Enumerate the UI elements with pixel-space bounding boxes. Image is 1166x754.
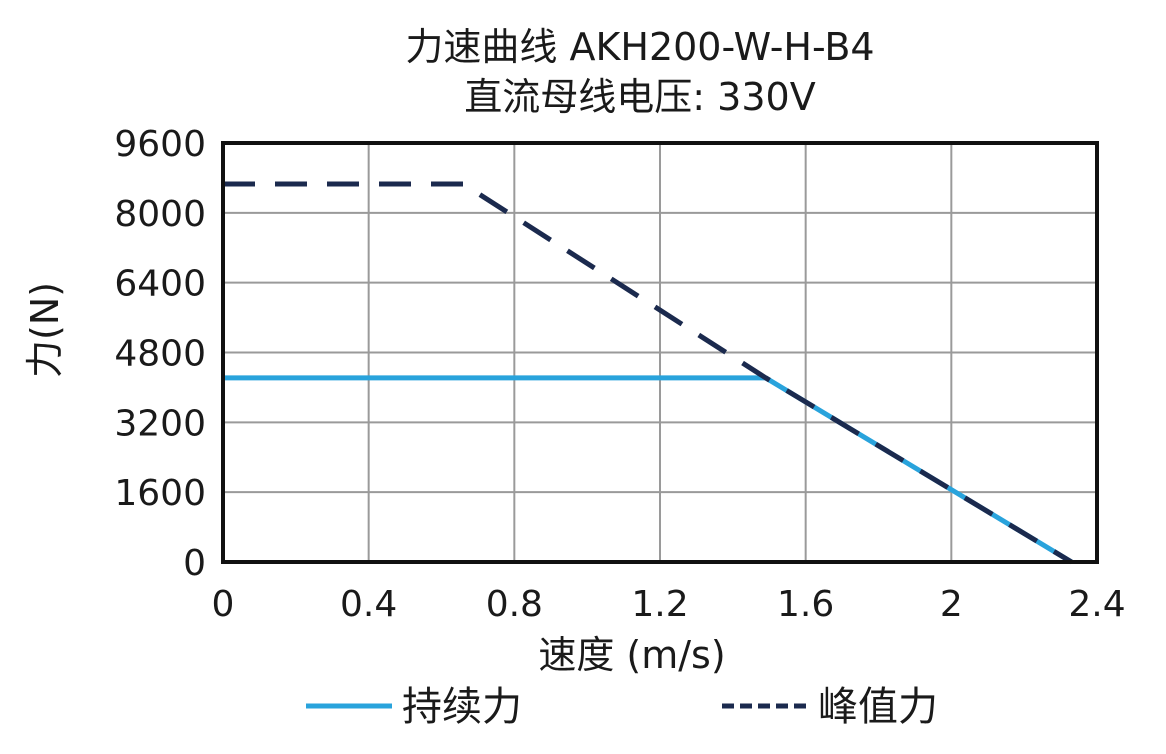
y-tick-label: 3200 — [114, 403, 206, 444]
chart-subtitle: 直流母线电压: 330V — [464, 75, 815, 119]
y-tick-label: 9600 — [114, 124, 206, 165]
x-tick-label: 0 — [212, 584, 235, 625]
y-tick-label: 0 — [183, 543, 206, 584]
y-tick-label: 1600 — [114, 473, 206, 514]
y-axis-label: 力(N) — [23, 282, 67, 378]
x-tick-label: 2.4 — [1068, 584, 1125, 625]
legend: 持续力 峰值力 — [306, 684, 938, 730]
x-tick-labels: 0 0.4 0.8 1.2 1.6 2 2.4 — [212, 584, 1126, 625]
x-tick-label: 2 — [940, 584, 963, 625]
x-tick-label: 0.4 — [340, 584, 397, 625]
x-axis-label: 速度 (m/s) — [538, 633, 725, 677]
y-tick-label: 4800 — [114, 334, 206, 375]
y-tick-label: 6400 — [114, 264, 206, 305]
x-tick-label: 1.2 — [631, 584, 688, 625]
chart-title: 力速曲线 AKH200-W-H-B4 — [405, 25, 874, 69]
continuous-force-line — [223, 375, 1073, 565]
y-tick-labels: 0 1600 3200 4800 6400 8000 9600 — [114, 124, 206, 584]
plot-frame — [221, 141, 1099, 564]
peak-force-line — [223, 181, 1073, 565]
legend-label: 持续力 — [402, 684, 522, 730]
x-tick-label: 0.8 — [486, 584, 543, 625]
y-tick-label: 8000 — [114, 194, 206, 235]
series-lines — [223, 181, 1073, 565]
x-tick-label: 1.6 — [777, 584, 834, 625]
legend-label: 峰值力 — [818, 684, 938, 730]
